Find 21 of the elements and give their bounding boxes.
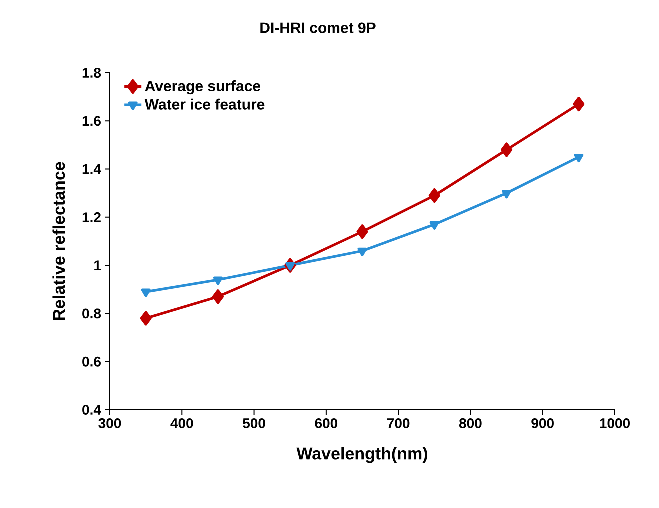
- y-tick-label: 1.2: [82, 212, 101, 222]
- y-tick-label: 1: [94, 260, 102, 270]
- y-tick-label: 0.4: [82, 405, 102, 415]
- y-tick-label: 1.8: [82, 68, 102, 78]
- x-tick-label: 700: [388, 418, 410, 428]
- legend-label: Water ice feature: [144, 98, 265, 110]
- chart-title: DI-HRI comet 9P: [260, 22, 376, 34]
- x-tick-label: 300: [98, 418, 122, 428]
- x-axis-title: Wavelength(nm): [296, 447, 428, 464]
- y-tick-label: 0.8: [82, 308, 102, 319]
- y-tick-label: 0.6: [82, 356, 101, 367]
- legend-label: Average surface: [145, 80, 261, 95]
- y-axis-title: Relative reflectance: [52, 162, 66, 320]
- y-tick-label: 1.4: [82, 164, 102, 174]
- x-tick-label: 500: [243, 418, 266, 428]
- x-tick-label: 900: [532, 418, 554, 428]
- x-tick-label: 1000: [600, 418, 630, 428]
- x-tick-label: 600: [315, 418, 338, 428]
- y-tick-label: 1.6: [82, 116, 101, 126]
- x-tick-label: 800: [459, 418, 482, 428]
- x-tick-label: 400: [170, 418, 194, 428]
